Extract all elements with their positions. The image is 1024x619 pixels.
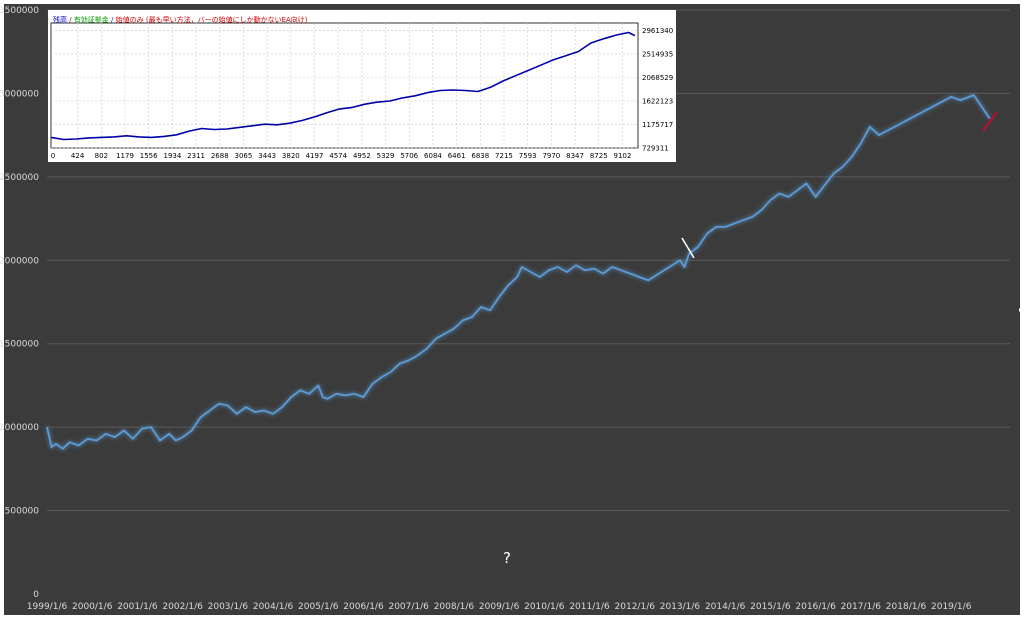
y-tick-label: 3000000: [0, 89, 39, 99]
x-tick-label: 2006/1/6: [343, 602, 384, 612]
x-tick-label: 2016/1/6: [795, 602, 836, 612]
y-tick-label: 1000000: [0, 423, 39, 433]
inset-x-tick-label: 2688: [211, 152, 229, 160]
inset-balance-line: [50, 31, 636, 141]
y-tick-label: 500000: [5, 507, 40, 517]
inset-y-tick-label: 2961340: [642, 27, 673, 35]
inset-x-tick-label: 4197: [306, 152, 324, 160]
inset-x-tick-label: 5329: [377, 152, 395, 160]
inset-title-balance: 残高: [53, 16, 67, 24]
x-tick-label: 2008/1/6: [434, 602, 475, 612]
inset-x-tick-label: 1179: [116, 152, 134, 160]
resize-handle: [1019, 308, 1023, 312]
backtest-report-chart: 0 424 802 1179 1556 1934 2311 2688 3065 3443 3820 4…: [50, 22, 673, 160]
x-tick-label: 2017/1/6: [841, 602, 882, 612]
y-tick-label: 2000000: [0, 256, 39, 266]
inset-x-tick-label: 3443: [258, 152, 276, 160]
y-tick-label: 2500000: [0, 173, 39, 183]
inset-x-tick-label: 9102: [614, 152, 632, 160]
x-tick-label: 2004/1/6: [253, 602, 294, 612]
inset-x-tick-label: 4952: [353, 152, 371, 160]
backtest-report-inset: 0 424 802 1179 1556 1934 2311 2688 3065 3443 3820 4…: [48, 10, 676, 162]
x-tick-label: 2007/1/6: [388, 602, 429, 612]
question-mark-label: ?: [503, 549, 511, 567]
x-tick-label: 2018/1/6: [886, 602, 927, 612]
inset-title-sep-2: /: [108, 16, 116, 24]
x-tick-label: 2003/1/6: [208, 602, 249, 612]
inset-x-tick-label: 8347: [566, 152, 584, 160]
inset-y-tick-label: 1175717: [642, 121, 673, 129]
inset-x-tick-label: 0: [51, 152, 55, 160]
x-tick-label: 2010/1/6: [524, 602, 565, 612]
inset-title-equity: 有効証拠金: [73, 16, 109, 24]
annotation-arrow-white: [681, 237, 695, 259]
x-tick-label: 2011/1/6: [569, 602, 610, 612]
annotation-arrow-red: [982, 111, 998, 132]
inset-y-tick-label: 2514935: [642, 50, 673, 58]
x-tick-label: 2015/1/6: [750, 602, 791, 612]
equity-series-line: [46, 94, 991, 450]
inset-x-tick-label: 6084: [424, 152, 442, 160]
x-tick-label: 2005/1/6: [298, 602, 339, 612]
x-tick-label: 1999/1/6: [27, 602, 68, 612]
inset-x-tick-label: 1934: [164, 152, 182, 160]
x-tick-label: 2001/1/6: [117, 602, 158, 612]
inset-x-tick-label: 1556: [140, 152, 158, 160]
inset-x-tick-label: 3820: [282, 152, 300, 160]
x-tick-label: 2014/1/6: [705, 602, 746, 612]
inset-x-tick-label: 5706: [400, 152, 418, 160]
y-tick-label: 3500000: [0, 6, 39, 16]
y-tick-label: 0: [33, 590, 39, 600]
inset-x-tick-label: 7215: [495, 152, 513, 160]
x-tick-label: 2013/1/6: [660, 602, 701, 612]
inset-x-tick-label: 7970: [542, 152, 560, 160]
inset-y-tick-label: 1622123: [642, 97, 673, 105]
resize-handle: [510, 0, 514, 3]
inset-x-tick-label: 6838: [471, 152, 489, 160]
x-tick-label: 2009/1/6: [479, 602, 520, 612]
inset-plot-area: [50, 22, 639, 149]
x-tick-label: 2012/1/6: [615, 602, 656, 612]
inset-x-tick-label: 6461: [448, 152, 466, 160]
resize-handle: [0, 308, 4, 312]
inset-x-tick-label: 802: [95, 152, 108, 160]
inset-title: 残高 / 有効証拠金 / 始値のみ (最も早い方法，バーの始値にしか動かないEA…: [53, 15, 308, 25]
resize-handle: [510, 615, 514, 619]
inset-x-tick-label: 424: [71, 152, 85, 160]
inset-x-tick-label: 4574: [329, 152, 347, 160]
inset-x-tick-label: 3065: [235, 152, 253, 160]
inset-y-tick-label: 2068529: [642, 74, 673, 82]
inset-x-tick-label: 7593: [519, 152, 537, 160]
y-tick-label: 1500000: [0, 340, 39, 350]
inset-title-sep-1: /: [67, 16, 74, 24]
x-tick-label: 2000/1/6: [72, 602, 113, 612]
inset-y-tick-label: 729311: [642, 145, 669, 153]
inset-x-tick-label: 2311: [187, 152, 205, 160]
inset-title-mode: 始値のみ (最も早い方法，バーの始値にしか動かないEA向け): [115, 16, 308, 24]
inset-x-tick-label: 8725: [590, 152, 608, 160]
x-tick-label: 2019/1/6: [931, 602, 972, 612]
x-tick-label: 2002/1/6: [162, 602, 203, 612]
